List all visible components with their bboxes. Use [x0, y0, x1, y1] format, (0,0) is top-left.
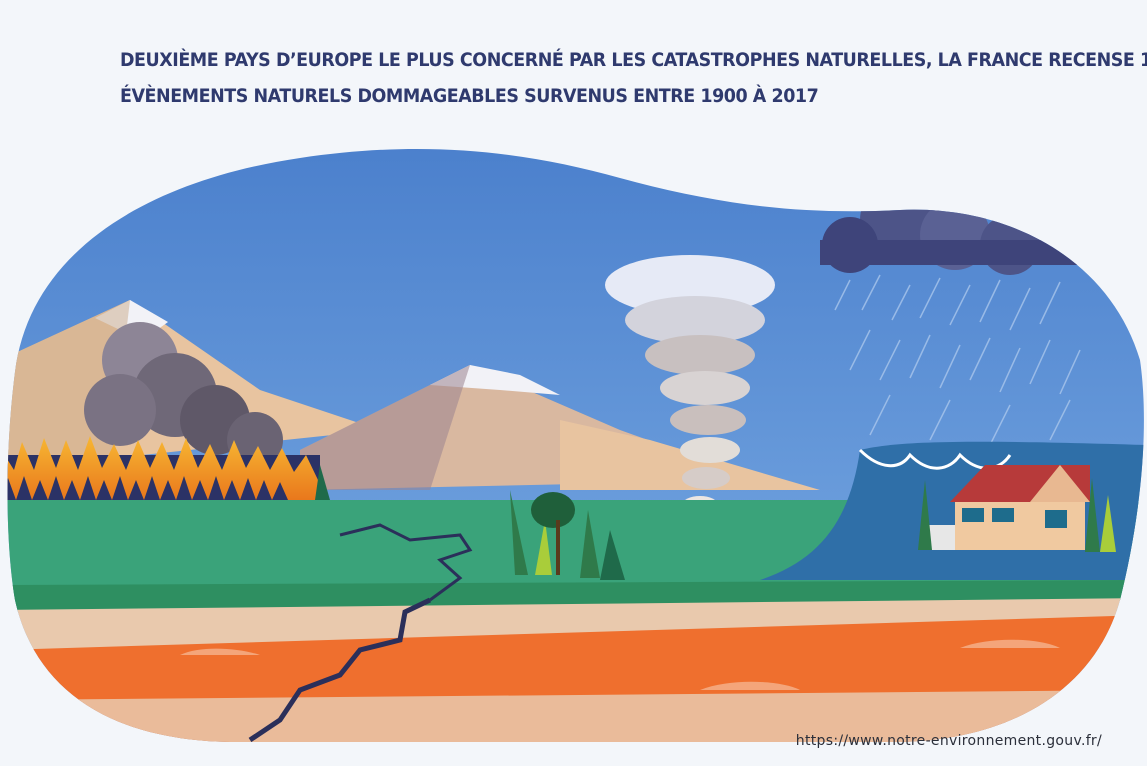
wildfire — [7, 436, 320, 500]
rain-cloud — [820, 180, 1080, 275]
deep-crack — [248, 597, 432, 742]
earthquake-crack — [339, 523, 473, 602]
trees — [315, 465, 1116, 580]
headline-line-1: Deuxième pays d’Europe le plus concerné … — [120, 49, 1147, 71]
source-url: https://www.notre-environnement.gouv.fr/ — [795, 733, 1102, 749]
rain — [834, 274, 1081, 446]
smoke-cloud — [84, 322, 283, 468]
tornado — [605, 255, 775, 532]
headline: Deuxième pays d’Europe le plus concerné … — [120, 42, 1147, 114]
headline-line-2: évènements naturels dommageables survenu… — [120, 85, 819, 107]
